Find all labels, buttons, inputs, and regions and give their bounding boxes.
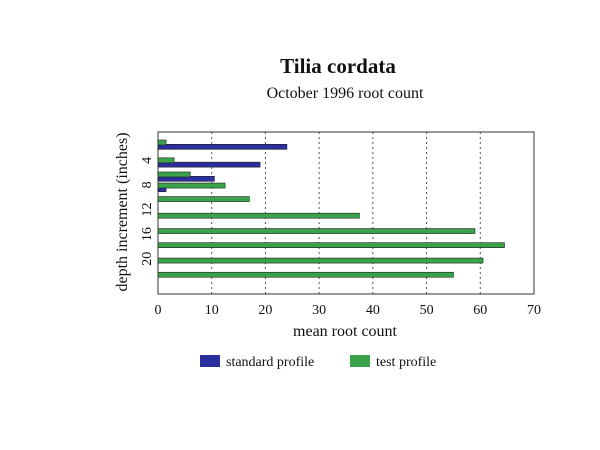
y-tick-label: 4 — [140, 157, 155, 164]
x-tick-label: 60 — [473, 303, 487, 318]
x-tick-label: 10 — [205, 303, 219, 318]
y-tick-label: 8 — [140, 181, 155, 188]
bar-test-profile — [157, 182, 226, 189]
y-tick-labels: 4 8 12 16 20 — [140, 157, 155, 266]
chart-title: Tilia cordata — [280, 54, 396, 78]
bar-test-profile — [157, 139, 167, 146]
bar-test-profile — [157, 196, 250, 202]
legend-swatch-standard — [200, 355, 220, 367]
bar-test-profile — [157, 257, 484, 264]
y-tick-label: 20 — [140, 252, 155, 266]
x-tick-label: 20 — [258, 303, 272, 318]
bar-test-profile — [157, 271, 454, 278]
bar-test-profile — [157, 212, 360, 219]
bar-test-profile — [157, 171, 191, 178]
y-tick-label: 12 — [140, 203, 155, 217]
bar-test-profile — [157, 157, 175, 164]
bar-test-profile — [157, 228, 476, 234]
x-axis-label: mean root count — [293, 323, 398, 340]
legend-label-standard: standard profile — [226, 355, 314, 370]
x-tick-label: 0 — [155, 303, 162, 318]
chart-subtitle: October 1996 root count — [267, 85, 424, 102]
x-tick-label: 40 — [366, 303, 380, 318]
bar-standard-profile — [157, 161, 261, 168]
legend-label-test: test profile — [376, 355, 436, 370]
legend: standard profile test profile — [200, 355, 436, 370]
legend-swatch-test — [350, 355, 370, 367]
x-tick-label: 50 — [420, 303, 434, 318]
x-tick-labels: 0 10 20 30 40 50 60 70 — [155, 303, 542, 318]
bar-standard-profile — [157, 144, 288, 150]
y-tick-label: 16 — [140, 227, 155, 241]
x-tick-label: 70 — [527, 303, 541, 318]
bar-test-profile — [157, 242, 505, 249]
y-axis-label: depth increment (inches) — [114, 132, 131, 291]
x-tick-label: 30 — [312, 303, 326, 318]
bars — [157, 139, 505, 278]
